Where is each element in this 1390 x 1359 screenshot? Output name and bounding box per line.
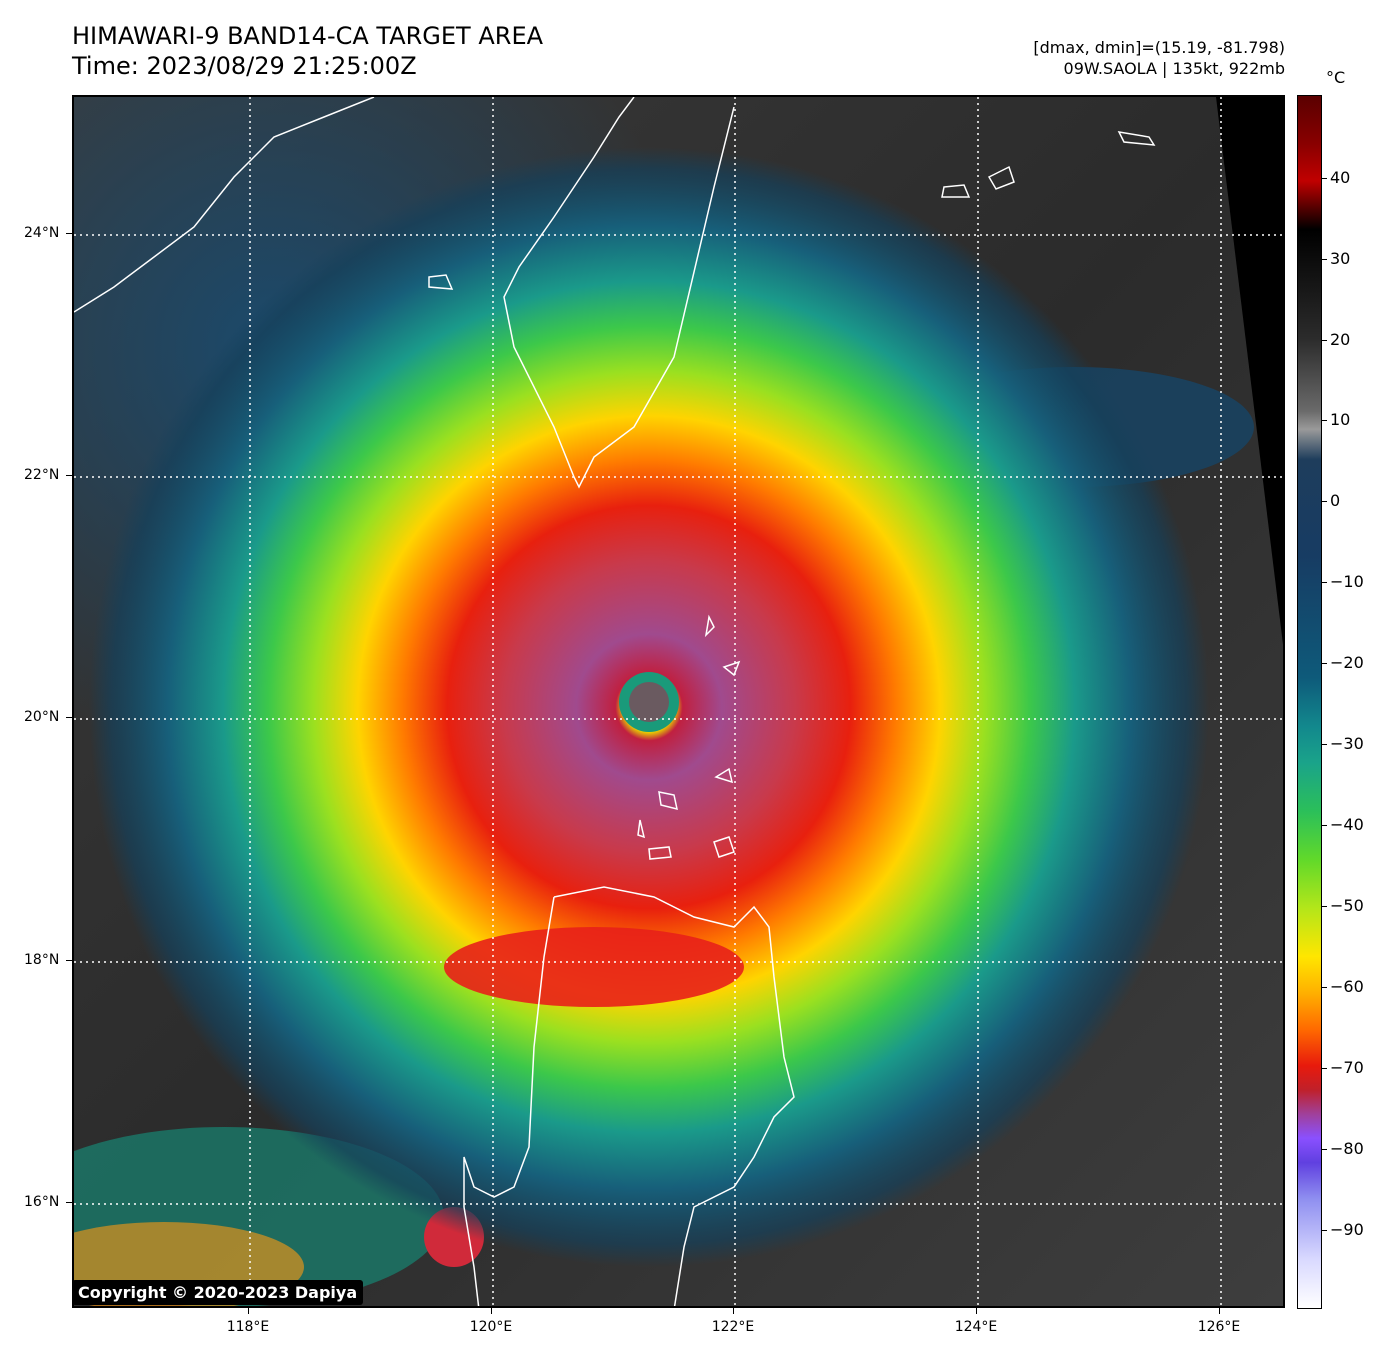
lon-label-122: 122°E [711,1319,755,1335]
colorbar-label-30: 30 [1330,249,1351,268]
colorbar-tick [1322,744,1327,745]
storm-info-label: 09W.SAOLA | 135kt, 922mb [1063,59,1285,78]
temperature-colorbar [1297,95,1322,1309]
satellite-image [74,97,1283,1306]
lat-label-16: 16°N [24,1194,60,1210]
lat-tick [66,960,72,961]
lon-tick [248,1308,249,1314]
map-title: HIMAWARI-9 BAND14-CA TARGET AREA [72,22,544,50]
taiwan-coastline [503,97,735,489]
lat-label-20: 20°N [24,709,60,725]
lon-label-120: 120°E [469,1319,513,1335]
lon-label-124: 124°E [954,1319,998,1335]
lat-tick [66,475,72,476]
colorbar-tick [1322,906,1327,907]
lat-label-24: 24°N [24,225,60,241]
colorbar-label-minus60: −60 [1330,977,1364,996]
colorbar-label-minus70: −70 [1330,1058,1364,1077]
colorbar-tick [1322,582,1327,583]
lat-label-18: 18°N [24,952,60,968]
luzon-coastline [463,886,795,1306]
colorbar-tick [1322,987,1327,988]
colorbar-tick [1322,1068,1327,1069]
lat-tick [66,233,72,234]
colorbar-label-minus30: −30 [1330,734,1364,753]
colorbar-label-minus20: −20 [1330,653,1364,672]
colorbar-tick [1322,178,1327,179]
lon-tick [491,1308,492,1314]
islands-coastline [428,131,1156,290]
lat-label-22: 22°N [24,467,60,483]
colorbar-tick [1322,340,1327,341]
lon-tick [976,1308,977,1314]
rainband-south [444,927,744,1007]
copyright-badge: Copyright © 2020-2023 Dapiya [72,1280,364,1305]
satellite-map [72,95,1285,1308]
colorbar-tick [1322,259,1327,260]
colorbar-tick [1322,501,1327,502]
colorbar-label-minus10: −10 [1330,572,1364,591]
colorbar-tick [1322,825,1327,826]
map-time: Time: 2023/08/29 21:25:00Z [72,52,417,80]
lon-tick [1219,1308,1220,1314]
typhoon-eye [629,682,669,722]
colorbar-label-40: 40 [1330,168,1351,187]
data-range-label: [dmax, dmin]=(15.19, -81.798) [1033,38,1285,57]
colorbar-unit: °C [1326,68,1346,87]
colorbar-tick [1322,1230,1327,1231]
small-islands-coastline [637,614,741,860]
colorbar-tick [1322,663,1327,664]
colorbar-label-minus40: −40 [1330,815,1364,834]
colorbar-label-minus80: −80 [1330,1139,1364,1158]
colorbar-label-0: 0 [1330,491,1341,510]
china-coastline [74,97,375,313]
colorbar-label-minus90: −90 [1330,1220,1364,1239]
graticule [74,97,1283,1306]
lon-label-126: 126°E [1197,1319,1241,1335]
colorbar-label-20: 20 [1330,330,1351,349]
no-data-region [1216,97,1283,645]
colorbar-label-10: 10 [1330,410,1351,429]
lat-tick [66,1202,72,1203]
lon-label-118: 118°E [226,1319,270,1335]
colorbar-tick [1322,420,1327,421]
lon-tick [733,1308,734,1314]
colorbar-label-minus50: −50 [1330,896,1364,915]
colorbar-tick [1322,1149,1327,1150]
lat-tick [66,717,72,718]
